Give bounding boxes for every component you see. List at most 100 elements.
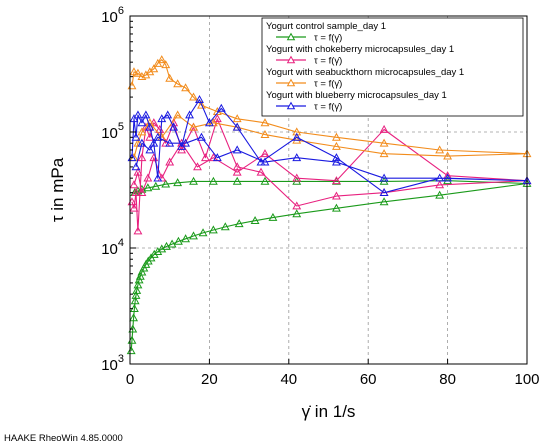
data-point — [162, 241, 171, 250]
legend-formula: τ = f(γ̇) — [314, 102, 342, 113]
data-point — [189, 92, 198, 101]
data-point — [256, 167, 266, 176]
data-point — [165, 73, 175, 82]
data-point — [129, 203, 139, 212]
data-point — [232, 122, 242, 131]
data-point — [379, 197, 389, 206]
series-line — [130, 180, 528, 351]
data-point — [331, 153, 341, 162]
legend-entry: Yogurt with blueberry microcapsules_day … — [266, 90, 447, 113]
data-point — [232, 145, 242, 154]
data-point — [133, 226, 143, 235]
data-point — [379, 173, 389, 182]
x-tick-labels: 0 20 40 60 80 100 — [126, 371, 540, 388]
data-point — [260, 157, 270, 166]
data-point — [173, 79, 183, 88]
data-point — [379, 124, 389, 133]
x-axis-title: γ̇ in 1/s — [302, 402, 356, 421]
data-point — [435, 173, 445, 182]
data-point — [137, 118, 147, 127]
data-point — [260, 176, 270, 185]
data-point — [443, 176, 453, 185]
data-point — [435, 190, 445, 199]
data-point — [133, 110, 143, 119]
data-point — [145, 145, 155, 154]
data-point — [379, 188, 389, 197]
data-point — [131, 162, 141, 171]
data-point — [173, 110, 183, 119]
legend-formula: τ = f(γ̇) — [314, 33, 342, 44]
data-point — [292, 201, 302, 210]
data-point — [443, 151, 453, 160]
data-point — [379, 138, 389, 147]
series-1 — [126, 176, 532, 355]
series-2 — [127, 114, 532, 235]
data-point — [181, 234, 191, 243]
data-point — [200, 153, 210, 162]
data-point — [331, 176, 341, 185]
data-point — [173, 178, 183, 187]
data-point — [137, 138, 147, 147]
data-point — [129, 180, 139, 189]
legend: Yogurt control sample_day 1τ = f(γ̇)Yogu… — [261, 17, 524, 117]
data-point — [133, 280, 143, 289]
data-point — [137, 188, 147, 197]
data-point — [165, 138, 175, 147]
series-4 — [127, 95, 532, 197]
data-point — [208, 176, 218, 185]
data-point — [232, 167, 242, 176]
series-line — [131, 59, 528, 158]
data-point — [153, 173, 163, 182]
legend-series-name: Yogurt with blueberry microcapsules_day … — [266, 90, 447, 101]
data-point — [149, 64, 159, 73]
data-point — [197, 100, 206, 109]
data-point — [443, 173, 453, 182]
x-tick-label: 20 — [201, 371, 218, 388]
data-point — [161, 179, 171, 188]
x-tick-label: 0 — [126, 371, 134, 388]
data-point — [132, 285, 142, 294]
legend-entry: Yogurt with seabuckthorn microcapsules_d… — [266, 67, 464, 90]
series-line — [131, 118, 528, 232]
data-point — [268, 212, 278, 221]
y-tick-label: 106 — [101, 5, 124, 26]
data-point — [292, 132, 302, 141]
software-footer: HAAKE RheoWin 4.85.0000 — [4, 433, 123, 444]
plot-frame — [129, 15, 528, 365]
series-3 — [127, 55, 532, 162]
gridlines — [130, 16, 527, 364]
data-point — [292, 127, 302, 136]
x-tick-label: 40 — [280, 371, 297, 388]
data-point — [435, 145, 445, 154]
data-point — [153, 247, 163, 256]
data-point — [292, 153, 302, 162]
data-point — [173, 236, 183, 245]
data-point — [137, 153, 147, 162]
data-point — [181, 138, 191, 147]
data-point — [169, 122, 179, 131]
data-point — [198, 228, 208, 237]
data-point — [195, 95, 204, 104]
legend-series-name: Yogurt with chokeberry microcapsules_day… — [266, 44, 454, 55]
data-point — [292, 209, 302, 218]
data-point — [185, 110, 194, 119]
data-point — [165, 157, 175, 166]
y-tick-label: 103 — [101, 353, 124, 374]
data-point — [129, 67, 139, 76]
data-point — [331, 157, 341, 166]
tick-marks — [129, 15, 528, 365]
legend-entry: Yogurt control sample_day 1τ = f(γ̇) — [266, 21, 386, 44]
data-point — [197, 132, 206, 141]
data-point — [145, 122, 155, 131]
data-point — [133, 167, 143, 176]
legend-box — [261, 17, 524, 117]
data-point — [143, 183, 153, 192]
data-point — [163, 110, 173, 119]
data-point — [292, 173, 302, 182]
legend-formula: τ = f(γ̇) — [314, 56, 342, 67]
data-point — [167, 239, 177, 248]
data-point — [145, 132, 155, 141]
legend-marker — [286, 78, 296, 87]
data-point — [151, 181, 161, 190]
data-point — [260, 118, 270, 127]
